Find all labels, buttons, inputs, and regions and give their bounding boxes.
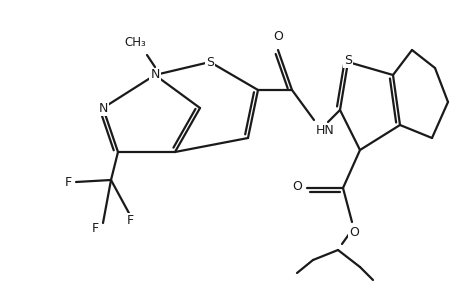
Text: HN: HN [315,124,334,136]
Text: F: F [64,176,72,188]
Text: F: F [91,221,98,235]
Text: O: O [348,226,358,238]
Text: S: S [206,56,213,68]
Text: O: O [273,29,282,43]
Text: S: S [343,53,351,67]
Text: F: F [126,214,133,226]
Text: N: N [150,68,159,82]
Text: CH₃: CH₃ [124,37,146,50]
Text: N: N [98,101,107,115]
Text: O: O [291,179,301,193]
